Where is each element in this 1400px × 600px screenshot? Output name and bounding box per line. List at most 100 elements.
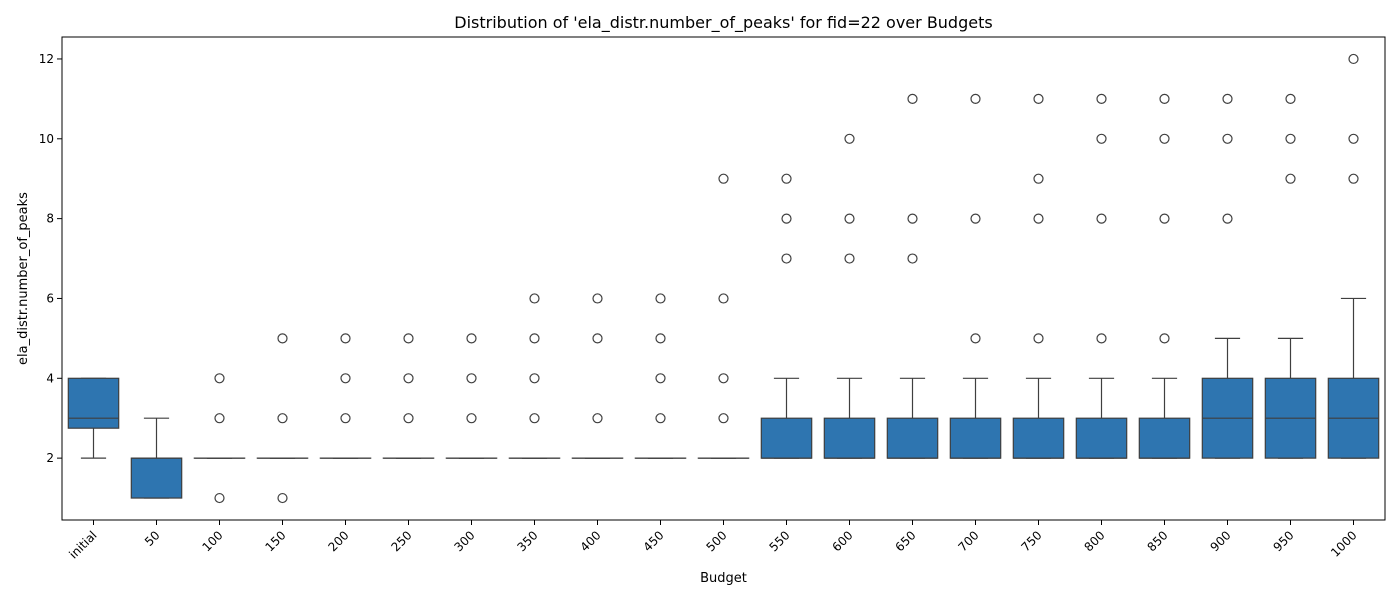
box-group xyxy=(256,333,309,504)
outlier-point xyxy=(403,413,414,424)
outlier-point xyxy=(214,413,225,424)
x-tick-label: 150 xyxy=(263,528,289,554)
box-iqr xyxy=(1012,417,1065,459)
y-axis-label: ela_distr.number_of_peaks xyxy=(16,192,31,365)
box-group xyxy=(130,417,183,499)
y-tick-label: 4 xyxy=(46,371,54,385)
outlier-point xyxy=(1033,333,1044,344)
x-tick-label: 250 xyxy=(389,528,415,554)
outlier-point xyxy=(844,133,855,144)
y-tick-label: 8 xyxy=(46,212,54,226)
outlier-point xyxy=(529,333,540,344)
outlier-point xyxy=(970,213,981,224)
box-group xyxy=(67,377,120,459)
outlier-point xyxy=(907,213,918,224)
outlier-point xyxy=(403,373,414,384)
outlier-point xyxy=(1285,133,1296,144)
x-tick-label: 600 xyxy=(830,528,856,554)
outlier-point xyxy=(781,173,792,184)
x-axis: initial 50 100 150 200 250 300 350 400 450 500 550 6… xyxy=(66,520,1360,561)
box-group xyxy=(571,293,624,459)
outlier-point xyxy=(214,492,225,504)
outlier-point xyxy=(655,373,666,384)
box-group xyxy=(760,173,813,459)
outlier-point xyxy=(781,253,792,264)
outlier-point xyxy=(1285,173,1296,184)
x-tick-label: 100 xyxy=(200,528,226,554)
outlier-point xyxy=(1348,173,1359,184)
outlier-point xyxy=(718,373,729,384)
box-group xyxy=(1201,93,1254,459)
box-group xyxy=(1264,93,1317,459)
box-iqr xyxy=(1075,417,1128,459)
outlier-point xyxy=(1096,93,1107,104)
x-tick-label: 300 xyxy=(452,528,478,554)
outlier-point xyxy=(529,293,540,304)
outlier-point xyxy=(277,413,288,424)
x-tick-label: 450 xyxy=(641,528,667,554)
x-axis-label: Budget xyxy=(700,571,747,586)
outlier-point xyxy=(1348,133,1359,144)
outlier-point xyxy=(844,213,855,224)
y-tick-label: 12 xyxy=(39,52,54,66)
outlier-point xyxy=(1222,93,1233,104)
outlier-point xyxy=(340,413,351,424)
outlier-point xyxy=(1159,93,1170,104)
outlier-point xyxy=(466,333,477,344)
outlier-point xyxy=(718,293,729,304)
outlier-point xyxy=(1159,333,1170,344)
outlier-point xyxy=(970,333,981,344)
outlier-point xyxy=(1285,93,1296,104)
box-iqr xyxy=(760,417,813,459)
outlier-point xyxy=(655,333,666,344)
outlier-point xyxy=(1222,213,1233,224)
x-tick-label: 550 xyxy=(767,528,793,554)
box-group xyxy=(634,293,687,459)
x-tick-label: 800 xyxy=(1082,528,1108,554)
x-tick-label: 850 xyxy=(1145,528,1171,554)
x-tick-label: initial xyxy=(66,528,99,561)
outlier-point xyxy=(592,333,603,344)
outlier-point xyxy=(1096,333,1107,344)
outlier-point xyxy=(340,373,351,384)
outlier-point xyxy=(529,373,540,384)
box-iqr xyxy=(823,417,876,459)
outlier-point xyxy=(970,93,981,104)
x-tick-label: 650 xyxy=(893,528,919,554)
box-group xyxy=(886,93,939,459)
outlier-point xyxy=(466,413,477,424)
outlier-point xyxy=(1096,213,1107,224)
x-tick-label: 400 xyxy=(578,528,604,554)
outlier-point xyxy=(718,173,729,184)
box-group xyxy=(1012,93,1065,459)
y-axis: 2 4 6 8 10 12 xyxy=(39,52,62,465)
box-iqr xyxy=(67,377,120,429)
box-group xyxy=(319,333,372,459)
plot-area xyxy=(67,53,1380,504)
y-tick-label: 6 xyxy=(46,291,54,305)
y-tick-label: 2 xyxy=(46,451,54,465)
outlier-point xyxy=(1033,173,1044,184)
outlier-point xyxy=(718,413,729,424)
x-tick-label: 750 xyxy=(1019,528,1045,554)
outlier-point xyxy=(340,333,351,344)
outlier-point xyxy=(277,492,288,504)
box-group xyxy=(823,133,876,459)
outlier-point xyxy=(1096,133,1107,144)
outlier-point xyxy=(466,373,477,384)
outlier-point xyxy=(655,293,666,304)
box-group xyxy=(1075,93,1128,459)
outlier-point xyxy=(277,333,288,344)
outlier-point xyxy=(655,413,666,424)
x-tick-label: 700 xyxy=(956,528,982,554)
x-tick-label: 50 xyxy=(142,528,163,549)
box-group xyxy=(445,333,498,459)
y-tick-label: 10 xyxy=(39,132,54,146)
box-group xyxy=(949,93,1002,459)
x-tick-label: 1000 xyxy=(1328,528,1359,559)
outlier-point xyxy=(1222,133,1233,144)
x-tick-label: 350 xyxy=(515,528,541,554)
box-group xyxy=(508,293,561,459)
x-tick-label: 500 xyxy=(704,528,730,554)
